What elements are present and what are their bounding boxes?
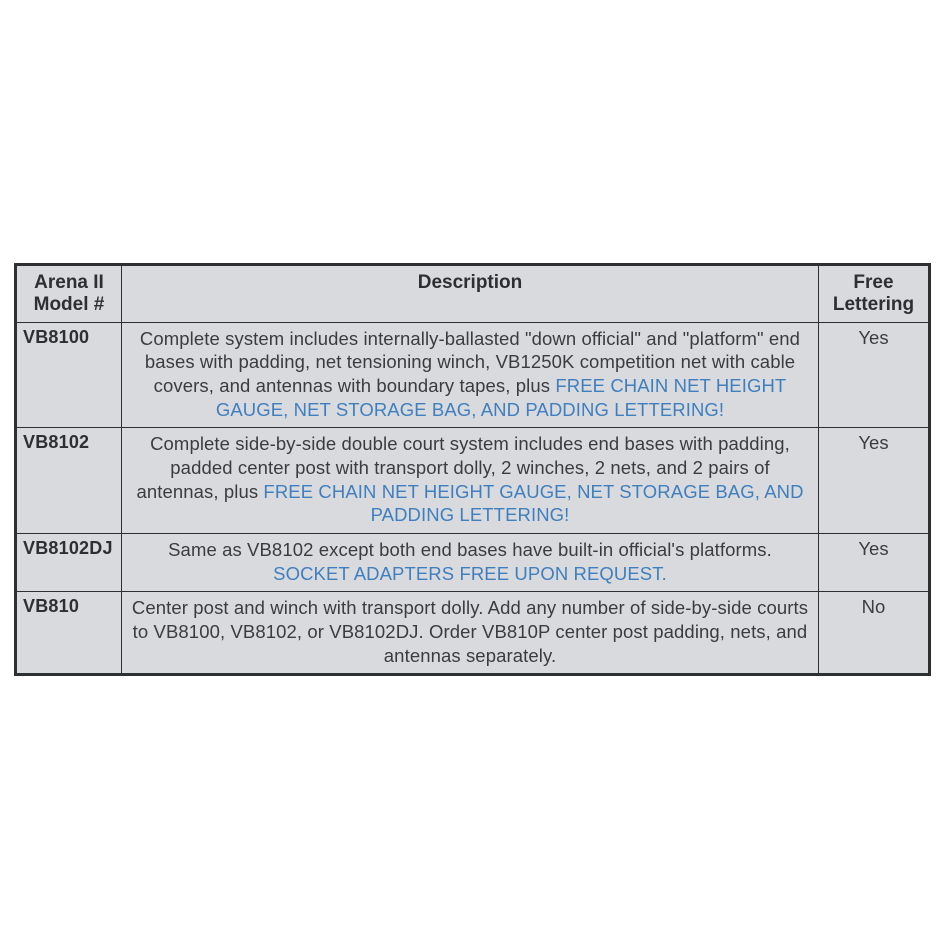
desc-highlight: SOCKET ADAPTERS FREE UPON REQUEST. xyxy=(273,563,667,584)
table-row: VB8102DJ Same as VB8102 except both end … xyxy=(17,534,929,592)
table-row: VB8100 Complete system includes internal… xyxy=(17,322,929,428)
product-table-container: Arena II Model # Description Free Letter… xyxy=(14,263,931,676)
cell-free-lettering: Yes xyxy=(819,428,929,534)
cell-free-lettering: Yes xyxy=(819,534,929,592)
table-row: VB810 Center post and winch with transpo… xyxy=(17,592,929,674)
desc-text: Same as VB8102 except both end bases hav… xyxy=(168,539,772,560)
col-header-model-line2: Model # xyxy=(34,294,105,315)
cell-model: VB8102 xyxy=(17,428,122,534)
cell-description: Center post and winch with transport dol… xyxy=(122,592,819,674)
cell-description: Same as VB8102 except both end bases hav… xyxy=(122,534,819,592)
col-header-free: Free Lettering xyxy=(819,266,929,323)
col-header-model: Arena II Model # xyxy=(17,266,122,323)
table-body: VB8100 Complete system includes internal… xyxy=(17,322,929,674)
cell-model: VB8102DJ xyxy=(17,534,122,592)
desc-highlight: FREE CHAIN NET HEIGHT GAUGE, NET STORAGE… xyxy=(263,481,803,526)
col-header-model-line1: Arena II xyxy=(34,272,104,293)
col-header-description: Description xyxy=(122,266,819,323)
table-row: VB8102 Complete side-by-side double cour… xyxy=(17,428,929,534)
cell-model: VB810 xyxy=(17,592,122,674)
product-table: Arena II Model # Description Free Letter… xyxy=(16,265,929,674)
cell-model: VB8100 xyxy=(17,322,122,428)
table-header-row: Arena II Model # Description Free Letter… xyxy=(17,266,929,323)
cell-description: Complete side-by-side double court syste… xyxy=(122,428,819,534)
cell-description: Complete system includes internally-ball… xyxy=(122,322,819,428)
desc-text: Center post and winch with transport dol… xyxy=(132,597,808,665)
cell-free-lettering: Yes xyxy=(819,322,929,428)
cell-free-lettering: No xyxy=(819,592,929,674)
col-header-free-line2: Lettering xyxy=(833,294,914,315)
col-header-free-line1: Free xyxy=(853,272,893,293)
